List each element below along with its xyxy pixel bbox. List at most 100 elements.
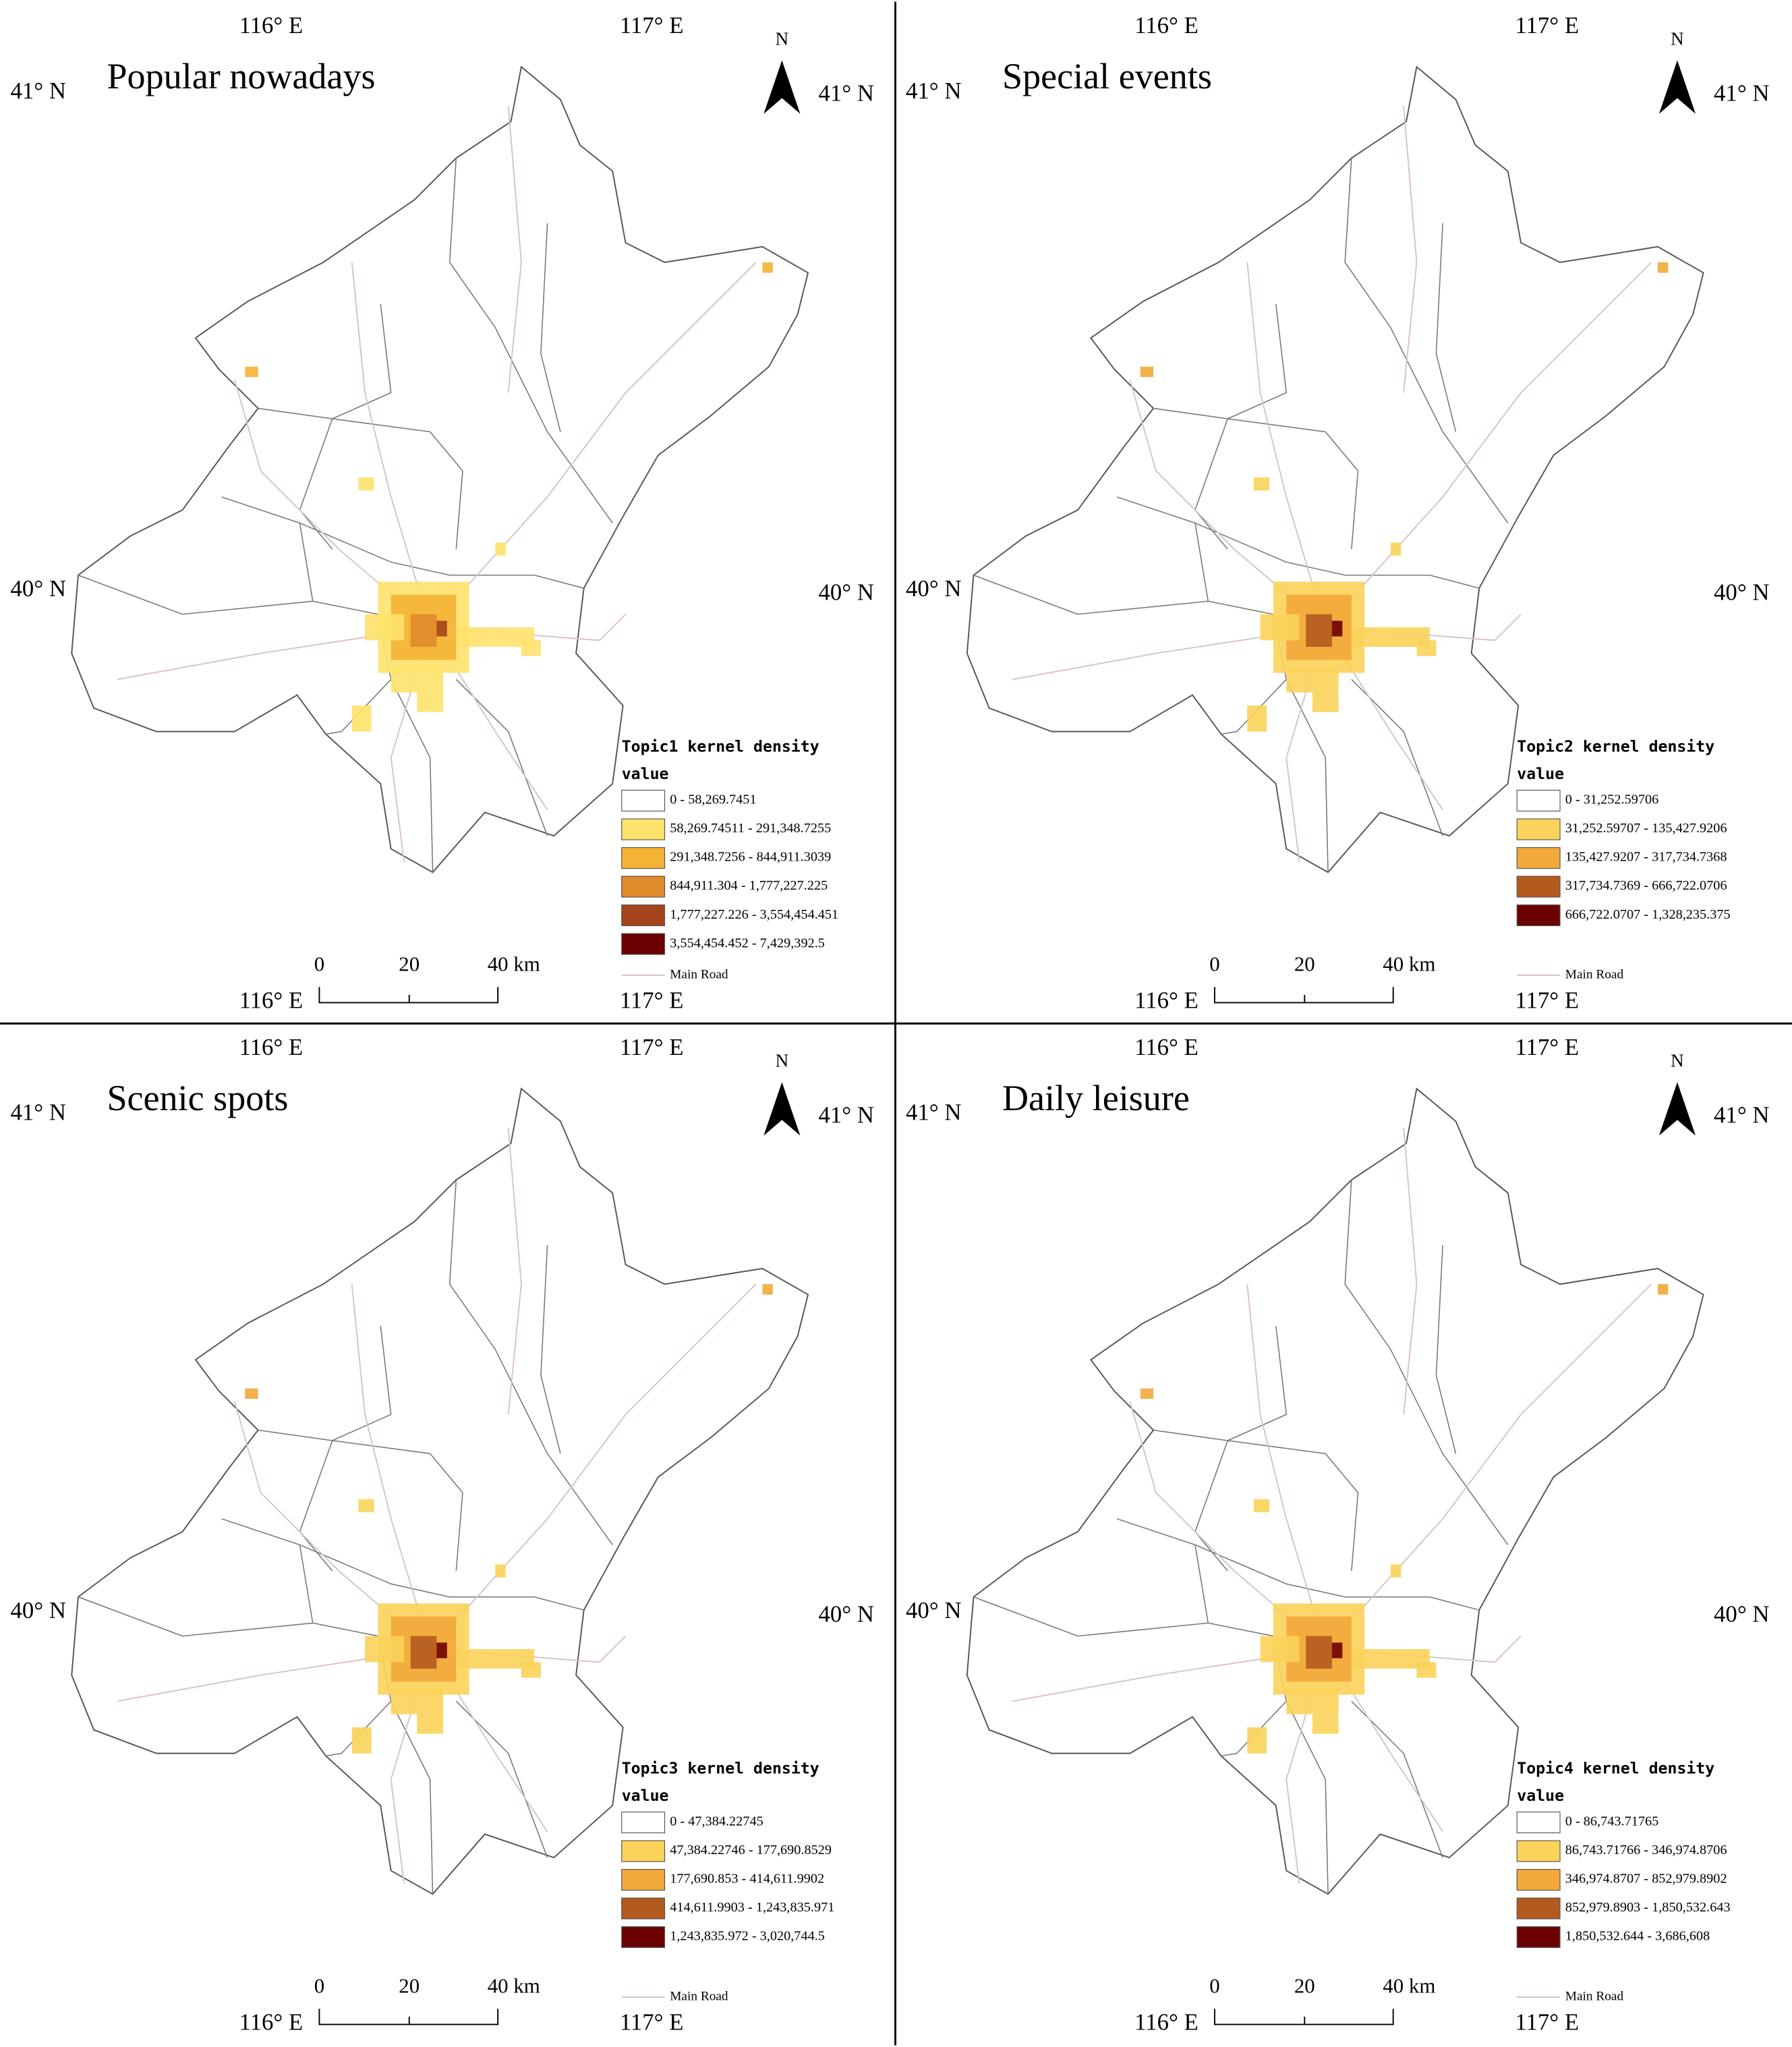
- density-patch: [351, 705, 372, 732]
- legend-road-label: Main Road: [1565, 967, 1624, 981]
- legend-label: 0 - 47,384.22745: [670, 1814, 763, 1829]
- latitude-label: 40° N: [819, 1601, 874, 1627]
- density-patch: [1260, 614, 1300, 641]
- north-label: N: [776, 1051, 789, 1071]
- density-patch: [1253, 1499, 1270, 1513]
- density-patch: [391, 1688, 444, 1714]
- longitude-label: 116° E: [1134, 1034, 1198, 1060]
- district-boundary: [1153, 407, 1359, 550]
- north-label: N: [1671, 29, 1684, 49]
- legend-label: 177,690.853 - 414,611.9902: [670, 1872, 824, 1886]
- district-boundary: [1435, 1244, 1457, 1454]
- north-label: N: [1671, 1051, 1684, 1071]
- density-patch: [1306, 1636, 1332, 1669]
- scale-label: 0: [1209, 1974, 1219, 1998]
- density-patch: [1286, 1688, 1339, 1714]
- legend-swatch: [621, 1897, 666, 1920]
- district-boundary: [1344, 158, 1509, 523]
- legend-swatch: [621, 933, 666, 955]
- longitude-label: 116° E: [239, 1034, 304, 1060]
- scale-label: 20: [399, 952, 420, 976]
- district-boundary: [973, 1518, 1209, 1637]
- scale-label: 40 km: [488, 952, 540, 976]
- density-patch: [1416, 640, 1437, 656]
- district-boundary: [391, 1700, 434, 1895]
- longitude-label: 117° E: [1515, 1034, 1579, 1060]
- density-patch: [762, 262, 773, 273]
- north-label: N: [776, 29, 789, 49]
- density-patch: [1331, 621, 1343, 637]
- legend-title: Topic1 kernel density: [622, 737, 819, 755]
- district-boundary: [258, 1429, 463, 1572]
- legend-swatch: [1516, 1840, 1561, 1862]
- density-patch: [436, 621, 447, 637]
- legend-label: 0 - 58,269.7451: [670, 792, 756, 807]
- density-patch: [1657, 1284, 1669, 1295]
- density-patch: [1312, 1714, 1339, 1734]
- district-boundary: [1194, 1544, 1480, 1611]
- legend-label: 414,611.9903 - 1,243,835.971: [670, 1900, 834, 1915]
- legend-swatch: [1516, 1897, 1561, 1920]
- longitude-label: 116° E: [1134, 12, 1198, 38]
- legend-label: 844,911.304 - 1,777,227.225: [670, 878, 828, 893]
- latitude-label: 41° N: [906, 1099, 961, 1126]
- scale-label: 0: [314, 1974, 324, 1998]
- map-panel: Special events 116° E 117° E 116° E 117° E 41…: [906, 12, 1770, 1013]
- legend-swatch: [1516, 818, 1561, 840]
- legend-swatch: [1516, 1926, 1561, 1949]
- main-road: [351, 262, 431, 628]
- latitude-label: 40° N: [906, 575, 961, 602]
- scale-label: 20: [1294, 952, 1315, 976]
- district-boundary: [449, 1180, 613, 1545]
- longitude-label: 117° E: [620, 2009, 684, 2036]
- legend-title: Topic4 kernel density: [1517, 1759, 1714, 1777]
- density-patch: [351, 1727, 372, 1754]
- density-patch: [1247, 1727, 1267, 1754]
- latitude-label: 40° N: [906, 1597, 961, 1623]
- district-boundary: [258, 407, 463, 550]
- scale-label: 40 km: [1383, 952, 1435, 976]
- legend-label: 1,777,227.226 - 3,554,454.451: [670, 907, 838, 922]
- longitude-label: 117° E: [1515, 987, 1579, 1014]
- legend-label: 0 - 86,743.71765: [1565, 1814, 1658, 1829]
- density-patch: [358, 477, 374, 491]
- legend-label: 346,974.8707 - 852,979.8902: [1565, 1872, 1727, 1886]
- district-boundary: [1344, 1180, 1509, 1545]
- longitude-label: 117° E: [620, 1034, 684, 1060]
- region-outline: [71, 65, 809, 873]
- legend-label: 31,252.59707 - 135,427.9206: [1565, 821, 1727, 836]
- legend-road-label: Main Road: [670, 967, 728, 981]
- scale-bar: [1213, 987, 1394, 1004]
- scale-label: 20: [399, 1974, 420, 1998]
- legend-label: 58,269.74511 - 291,348.7255: [670, 821, 831, 836]
- latitude-label: 41° N: [10, 78, 65, 104]
- map-title: Special events: [1002, 56, 1212, 96]
- density-patch: [495, 1564, 506, 1578]
- legend-label: 666,722.0707 - 1,328,235.375: [1565, 907, 1731, 922]
- density-patch: [1312, 692, 1339, 712]
- density-patch: [1247, 705, 1267, 732]
- legend-label: 86,743.71766 - 346,974.8706: [1565, 1843, 1727, 1857]
- scale-label: 40 km: [488, 1974, 540, 1998]
- longitude-label: 117° E: [620, 987, 684, 1014]
- legend-label: 291,348.7256 - 844,911.3039: [670, 850, 831, 865]
- legend-swatch: [1516, 904, 1561, 927]
- latitude-label: 40° N: [819, 579, 874, 606]
- region-outline: [966, 65, 1704, 873]
- longitude-label: 116° E: [239, 2009, 304, 2036]
- latitude-label: 40° N: [10, 575, 65, 602]
- scale-label: 20: [1294, 1974, 1315, 1998]
- legend-title: Topic3 kernel density: [622, 1759, 819, 1777]
- latitude-label: 40° N: [1714, 579, 1769, 606]
- longitude-label: 116° E: [239, 987, 304, 1014]
- density-patch: [1331, 1642, 1343, 1659]
- legend-label: 852,979.8903 - 1,850,532.643: [1565, 1900, 1731, 1915]
- map-title: Scenic spots: [107, 1078, 288, 1118]
- density-patch: [762, 1284, 773, 1295]
- legend-subtitle: value: [1517, 765, 1564, 783]
- district-boundary: [1194, 522, 1480, 589]
- legend-road-label: Main Road: [670, 1989, 728, 2003]
- legend-swatch: [621, 904, 666, 927]
